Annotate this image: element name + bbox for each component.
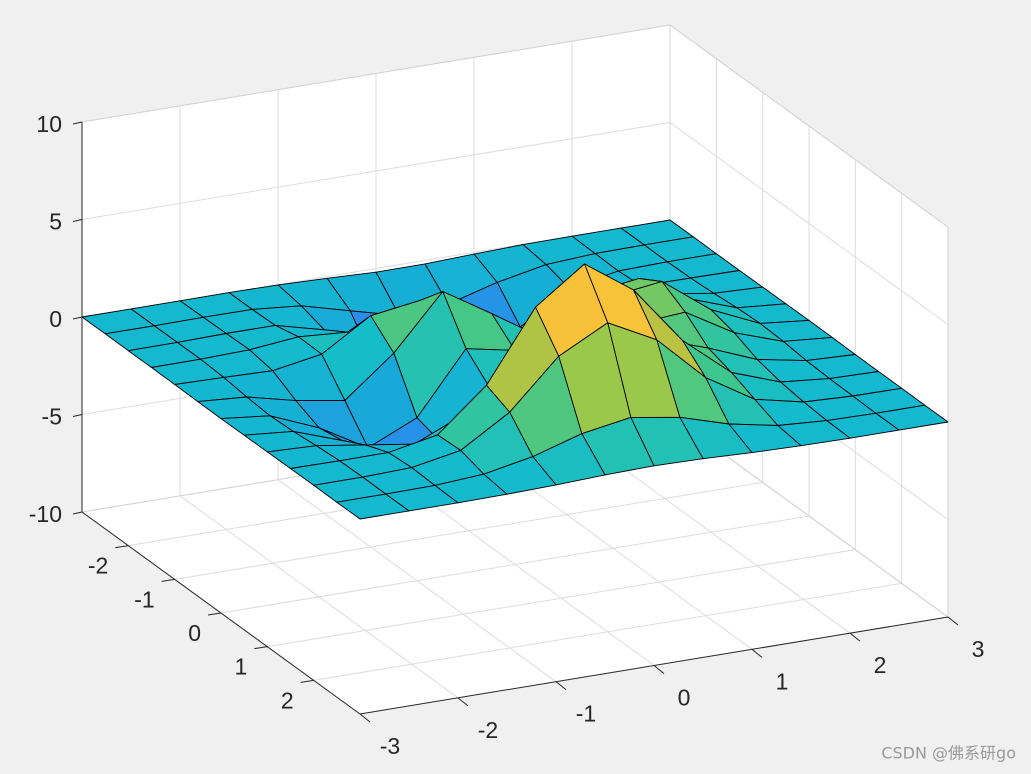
y-tick-label: -2 xyxy=(88,553,108,579)
y-tick-label: -1 xyxy=(134,586,154,612)
grid-line xyxy=(669,122,949,325)
tick-mark xyxy=(947,616,959,626)
z-tick-label: 0 xyxy=(49,306,62,332)
tick-mark xyxy=(72,121,83,125)
z-tick-label: -10 xyxy=(29,501,62,527)
x-tick-label: 0 xyxy=(678,685,691,711)
tick-mark xyxy=(72,316,83,320)
x-tick-label: 3 xyxy=(972,636,985,662)
grid-line xyxy=(267,549,856,648)
tick-mark xyxy=(115,545,129,549)
grid-line xyxy=(220,515,810,614)
watermark: CSDN @佛系研go xyxy=(881,744,1016,763)
z-tick-label: 5 xyxy=(49,209,62,235)
tick-mark xyxy=(300,679,314,683)
x-tick-label: 1 xyxy=(776,668,789,694)
tick-mark xyxy=(653,665,665,674)
grid-line xyxy=(313,582,902,681)
tick-mark xyxy=(457,697,469,707)
x-tick-label: -1 xyxy=(576,701,596,727)
tick-mark xyxy=(72,511,83,515)
tick-mark xyxy=(72,414,83,417)
tick-mark xyxy=(161,578,175,582)
tick-mark xyxy=(555,681,567,691)
tick-mark xyxy=(72,219,83,222)
tick-mark xyxy=(849,632,861,642)
grid-line xyxy=(81,122,671,220)
surface xyxy=(81,219,949,520)
grid-line xyxy=(174,481,763,580)
z-tick-label: 10 xyxy=(36,111,62,137)
y-tick-label: 1 xyxy=(235,654,248,680)
tick-mark xyxy=(254,646,268,650)
x-tick-label: 2 xyxy=(874,652,887,678)
box-edge xyxy=(669,24,949,228)
x-tick-label: -3 xyxy=(380,733,400,759)
tick-mark xyxy=(751,648,763,658)
y-tick-label: 2 xyxy=(281,687,294,713)
x-tick-label: -2 xyxy=(478,717,498,743)
z-tick-label: -5 xyxy=(42,404,62,430)
box-edge xyxy=(81,24,671,123)
surface-face xyxy=(336,493,410,520)
tick-mark xyxy=(207,612,222,616)
y-tick-label: 0 xyxy=(188,620,201,646)
tick-mark xyxy=(359,713,371,723)
